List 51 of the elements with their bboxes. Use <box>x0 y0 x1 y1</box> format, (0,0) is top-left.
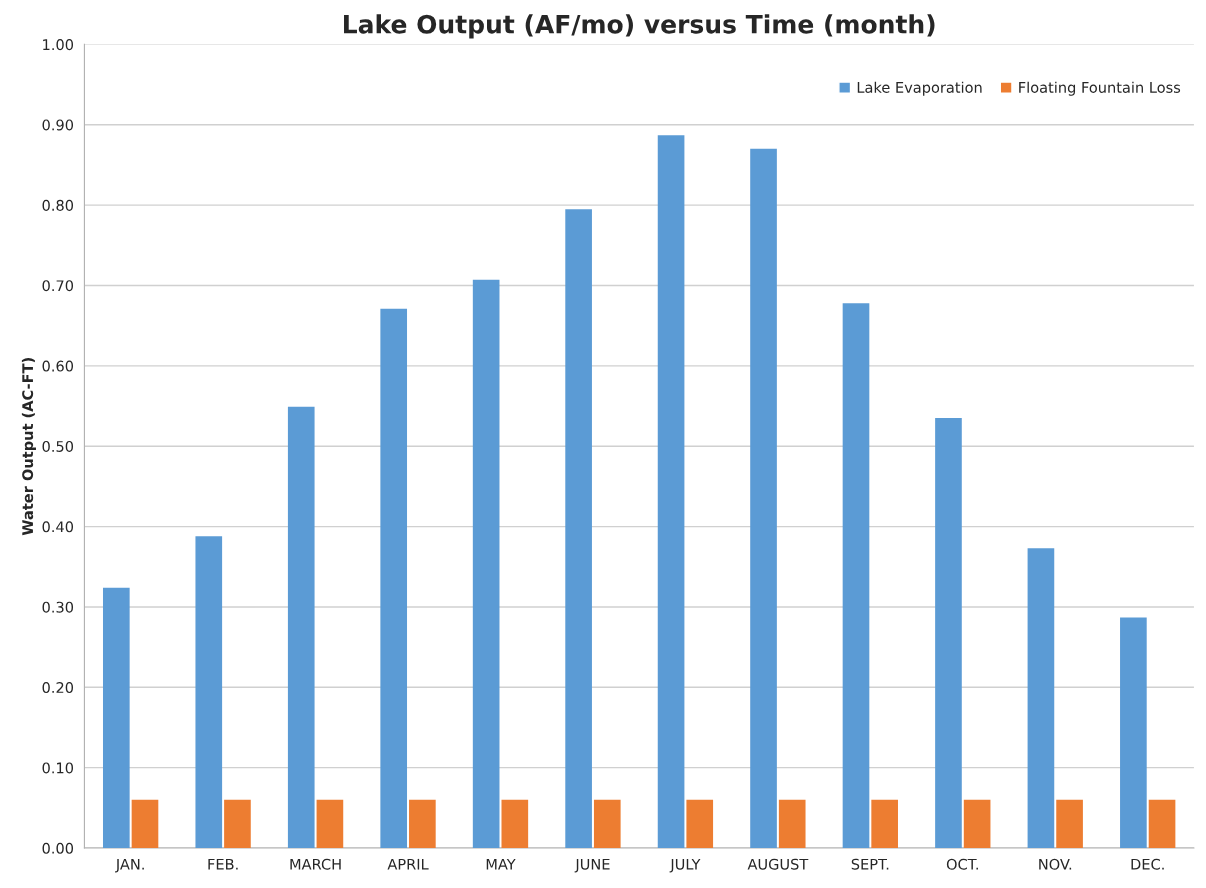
x-tick-label: JAN. <box>115 858 144 873</box>
bar <box>380 308 408 849</box>
x-tick-label: MARCH <box>290 858 341 870</box>
x-tick-label: SEPT. <box>851 858 889 870</box>
bar <box>316 799 344 849</box>
x-tick-label: MAY <box>486 858 516 870</box>
bar <box>224 799 251 849</box>
y-tick-label: 0.60 <box>42 360 74 372</box>
bar <box>131 799 159 849</box>
y-tick-label: 1.00 <box>43 39 74 51</box>
bar <box>871 799 898 849</box>
x-tick-label: JULY <box>669 858 701 873</box>
chart-title: Lake Output (AF/mo) versus Time (month) <box>344 14 935 39</box>
y-tick-label: 0.20 <box>42 682 74 694</box>
bar <box>657 135 685 849</box>
bar <box>686 799 714 849</box>
bar <box>472 279 500 849</box>
y-tick-label: 0.40 <box>42 521 74 533</box>
bar <box>1120 617 1147 849</box>
y-tick-label: 0.70 <box>42 280 74 292</box>
bar <box>778 799 806 849</box>
y-tick-label: 0.10 <box>42 762 74 774</box>
bar <box>750 148 777 849</box>
legend-label: Floating Fountain Loss <box>1019 81 1181 96</box>
y-tick-label: 0.90 <box>42 119 74 131</box>
y-tick-label: 0.00 <box>42 842 74 854</box>
bar <box>195 536 223 849</box>
y-tick-label: 0.80 <box>42 199 74 211</box>
legend-label: Lake Evaporation <box>857 81 982 96</box>
x-tick-label: OCT. <box>946 858 978 870</box>
bar <box>565 209 592 849</box>
x-tick-label: DEC. <box>1131 858 1164 870</box>
x-tick-label: APRIL <box>387 858 429 870</box>
x-tick-label: JUNE <box>574 858 610 873</box>
y-axis-title: Water Output (AC-FT) <box>21 358 36 536</box>
bar <box>409 799 436 849</box>
bar <box>593 799 621 849</box>
bar <box>842 303 870 849</box>
bar <box>287 406 315 849</box>
bar <box>501 799 529 849</box>
bar <box>935 418 962 849</box>
bar <box>1148 799 1176 849</box>
bar <box>102 587 130 849</box>
bar <box>1056 799 1083 849</box>
y-tick-label: 0.50 <box>42 440 74 452</box>
y-tick-label: 0.30 <box>42 601 74 613</box>
bar <box>963 799 991 849</box>
bar <box>1027 548 1055 849</box>
x-tick-label: FEB. <box>208 858 238 870</box>
x-tick-label: NOV. <box>1039 858 1072 870</box>
x-tick-label: AUGUST <box>747 858 809 870</box>
